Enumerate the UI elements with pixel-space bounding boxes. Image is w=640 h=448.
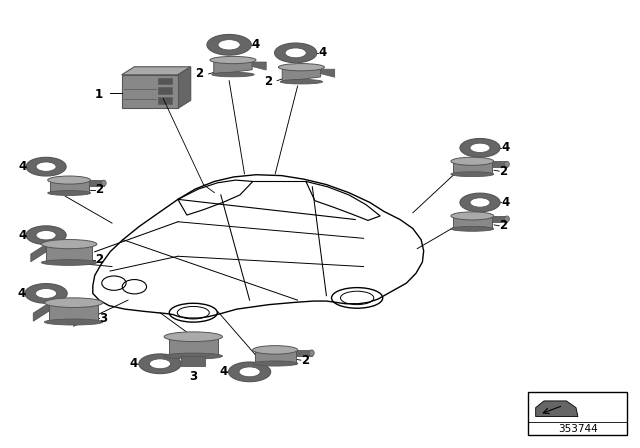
Ellipse shape	[451, 157, 493, 165]
Ellipse shape	[309, 350, 314, 356]
Polygon shape	[214, 60, 252, 74]
FancyBboxPatch shape	[122, 75, 178, 108]
Polygon shape	[492, 216, 507, 222]
Text: 2: 2	[95, 183, 103, 197]
Ellipse shape	[460, 193, 500, 212]
Text: 2: 2	[195, 67, 204, 81]
Text: 3: 3	[99, 312, 108, 326]
Text: 4: 4	[19, 160, 27, 173]
Polygon shape	[296, 350, 312, 356]
Text: 4: 4	[17, 287, 26, 300]
Ellipse shape	[239, 367, 260, 377]
Ellipse shape	[210, 56, 256, 64]
Polygon shape	[33, 303, 49, 321]
Ellipse shape	[207, 34, 252, 55]
Ellipse shape	[101, 180, 106, 186]
Ellipse shape	[42, 240, 97, 249]
Polygon shape	[49, 303, 98, 322]
Ellipse shape	[278, 64, 324, 71]
Ellipse shape	[25, 284, 67, 303]
Text: 2: 2	[301, 353, 309, 367]
Ellipse shape	[228, 362, 271, 382]
Ellipse shape	[48, 176, 90, 184]
Ellipse shape	[150, 359, 170, 369]
Ellipse shape	[42, 260, 97, 265]
Ellipse shape	[36, 162, 56, 171]
Ellipse shape	[26, 157, 66, 176]
Polygon shape	[178, 67, 191, 108]
Text: 4: 4	[252, 38, 260, 52]
Ellipse shape	[44, 319, 103, 325]
Polygon shape	[255, 350, 296, 363]
Text: 4: 4	[318, 46, 326, 60]
Ellipse shape	[460, 138, 500, 157]
Polygon shape	[492, 161, 507, 167]
Ellipse shape	[451, 226, 493, 231]
FancyBboxPatch shape	[158, 87, 172, 94]
Ellipse shape	[44, 298, 103, 307]
Ellipse shape	[275, 43, 317, 63]
Text: 4: 4	[19, 228, 27, 242]
Text: 4: 4	[129, 357, 138, 370]
Polygon shape	[528, 392, 627, 435]
Polygon shape	[453, 216, 492, 229]
Polygon shape	[50, 180, 88, 193]
Text: 2: 2	[95, 253, 103, 267]
Polygon shape	[282, 67, 321, 82]
Polygon shape	[321, 69, 335, 77]
Ellipse shape	[35, 289, 57, 298]
Text: 1: 1	[95, 87, 103, 101]
Ellipse shape	[253, 361, 298, 366]
Ellipse shape	[470, 143, 490, 152]
Text: 3: 3	[189, 370, 197, 383]
Ellipse shape	[218, 39, 240, 50]
Ellipse shape	[504, 161, 509, 167]
Ellipse shape	[164, 332, 223, 341]
Ellipse shape	[253, 346, 298, 354]
Text: 2: 2	[499, 164, 508, 178]
Text: 2: 2	[264, 75, 272, 88]
Ellipse shape	[285, 48, 307, 58]
Polygon shape	[31, 244, 46, 262]
Ellipse shape	[26, 226, 66, 245]
Polygon shape	[453, 161, 492, 174]
Ellipse shape	[48, 190, 90, 195]
Ellipse shape	[36, 231, 56, 240]
Text: 4: 4	[219, 365, 227, 379]
Polygon shape	[46, 244, 92, 263]
Ellipse shape	[280, 79, 323, 84]
FancyBboxPatch shape	[158, 97, 172, 104]
Ellipse shape	[504, 216, 509, 222]
Polygon shape	[88, 180, 104, 186]
Text: 2: 2	[499, 219, 508, 233]
Polygon shape	[536, 401, 578, 417]
Polygon shape	[122, 67, 191, 75]
Text: 353744: 353744	[557, 424, 598, 434]
Ellipse shape	[451, 212, 493, 220]
FancyBboxPatch shape	[158, 78, 172, 84]
Polygon shape	[181, 356, 205, 366]
Text: 4: 4	[501, 141, 509, 155]
Ellipse shape	[139, 354, 181, 374]
Polygon shape	[252, 62, 266, 70]
Text: 4: 4	[501, 196, 509, 209]
Ellipse shape	[212, 72, 254, 77]
Polygon shape	[169, 337, 218, 356]
Ellipse shape	[451, 172, 493, 177]
Ellipse shape	[470, 198, 490, 207]
Ellipse shape	[164, 353, 223, 359]
